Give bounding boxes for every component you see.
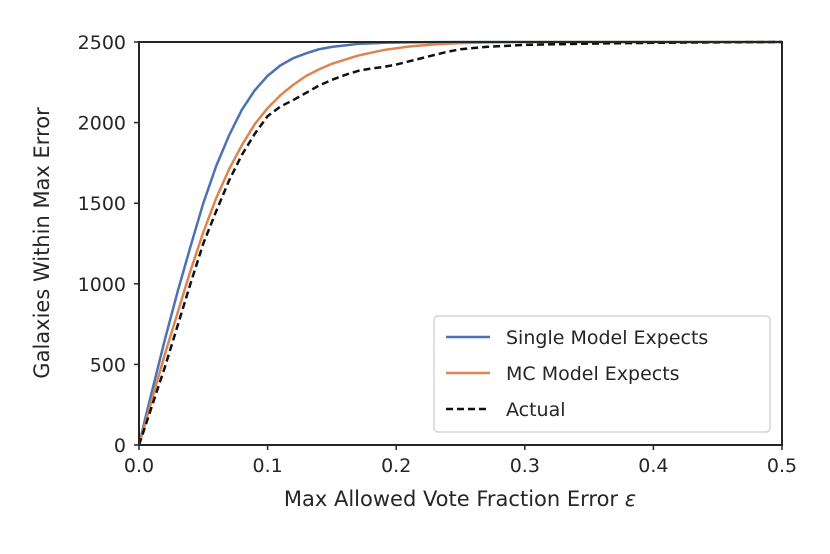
x-tick-label: 0.4 <box>638 455 668 477</box>
y-tick-label: 2500 <box>78 32 126 54</box>
y-tick-label: 1000 <box>78 274 126 296</box>
series-line-actual <box>137 40 783 446</box>
y-tick-label: 2000 <box>78 113 126 135</box>
legend-label-actual: Actual <box>506 399 566 421</box>
x-axis-label: Max Allowed Vote Fraction Error ε <box>284 487 636 511</box>
legend: Single Model Expects MC Model Expects Ac… <box>433 315 771 433</box>
x-tick-label: 0.3 <box>510 455 540 477</box>
x-tick-label: 0.2 <box>381 455 411 477</box>
legend-label-mc-model: MC Model Expects <box>506 363 680 385</box>
ticks-layer: 0.0 0.1 0.2 0.3 0.4 0.5 0 500 1000 1500 2000 2500 <box>78 32 797 477</box>
plot-frame <box>138 41 783 446</box>
legend-box <box>433 315 771 433</box>
x-tick-label: 0.0 <box>124 455 154 477</box>
series-line-mc-model-expects <box>137 40 782 446</box>
x-tick-label: 0.1 <box>252 455 282 477</box>
y-tick-label: 1500 <box>78 193 126 215</box>
legend-label-single-model: Single Model Expects <box>506 327 708 349</box>
y-tick-label: 0 <box>114 435 126 457</box>
y-tick-label: 500 <box>90 354 126 376</box>
x-tick-label: 0.5 <box>767 455 797 477</box>
y-axis-label: Galaxies Within Max Error <box>30 107 54 379</box>
